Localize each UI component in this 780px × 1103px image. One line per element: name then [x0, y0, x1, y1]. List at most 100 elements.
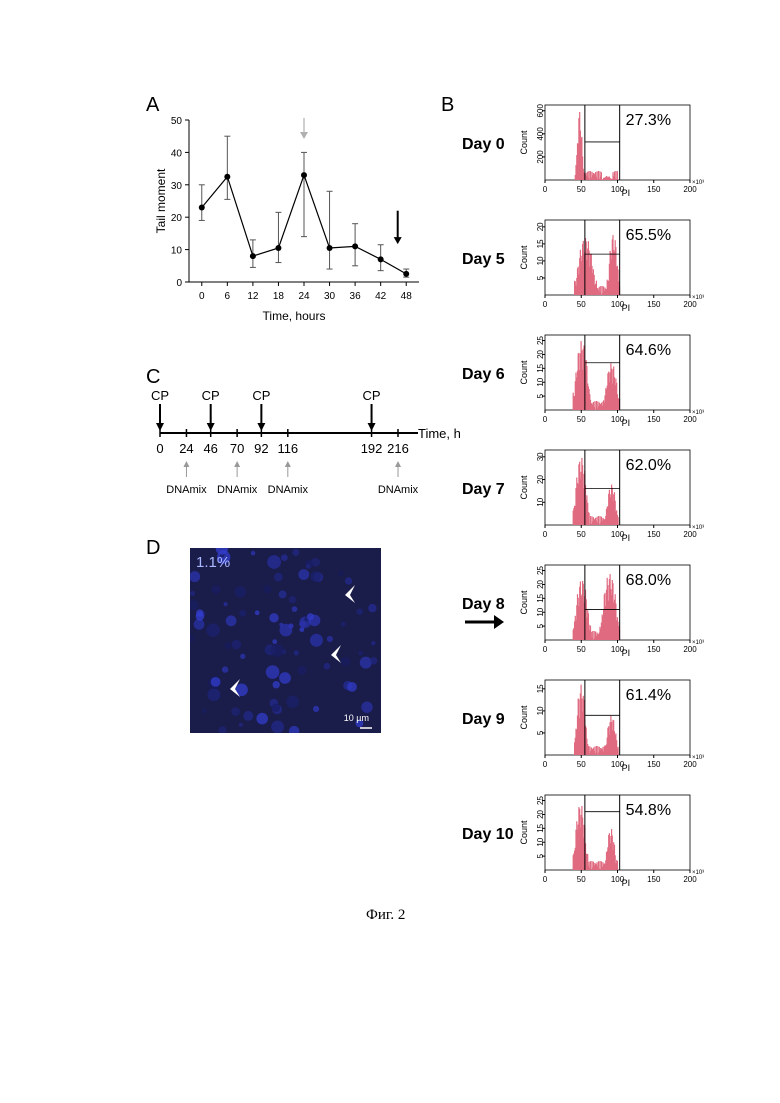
data-point	[352, 243, 358, 249]
histogram-bar	[590, 861, 591, 870]
y-tick-label: 10	[536, 256, 545, 265]
x-tick-label: 150	[647, 645, 661, 654]
timeline-tick-label: 116	[277, 441, 298, 456]
scale-bar-label: 10 µm	[344, 713, 369, 723]
cell-nucleus	[190, 591, 195, 596]
x-tick-label: 50	[577, 875, 586, 884]
x-axis-title: PI	[622, 763, 631, 773]
histogram-bar	[589, 171, 590, 180]
arrowhead-icon	[331, 645, 341, 663]
x-tick-label: 50	[577, 300, 586, 309]
gate-percent: 68.0%	[626, 572, 671, 589]
histogram-bar	[594, 401, 595, 410]
cell-nucleus	[300, 627, 305, 632]
data-point	[301, 172, 307, 178]
highlight-arrow-icon	[465, 612, 505, 632]
cell-nucleus	[256, 713, 268, 725]
y-axis-title: Count	[519, 130, 529, 155]
data-point	[224, 174, 230, 180]
x-tick-label: 50	[577, 185, 586, 194]
cell-nucleus	[361, 702, 372, 713]
cell-nucleus	[267, 555, 281, 569]
cp-label: CP	[151, 388, 169, 403]
cp-label: CP	[202, 388, 220, 403]
timeline-tick-label: 70	[230, 441, 244, 456]
cell-nucleus	[240, 654, 245, 659]
y-tick-label: 15	[536, 823, 545, 832]
cell-nucleus	[235, 586, 246, 597]
x-tick-label: 0	[543, 415, 548, 424]
x-tick-label: 150	[647, 185, 661, 194]
y-tick-label: 30	[536, 452, 545, 461]
cell-nucleus	[281, 554, 288, 561]
x-axis-unit: ×10³	[692, 755, 704, 761]
y-tick-label: 20	[536, 579, 545, 588]
cell-nucleus	[190, 600, 199, 610]
y-tick-label: 10	[536, 837, 545, 846]
cp-label: CP	[252, 388, 270, 403]
y-tick-label: 15	[536, 593, 545, 602]
x-tick-label: 200	[683, 875, 697, 884]
cell-nucleus	[368, 604, 376, 612]
cell-nucleus	[272, 704, 280, 712]
cell-nucleus	[345, 577, 352, 584]
x-tick-label: 12	[247, 291, 259, 302]
pi-histogram: 27.3%200400600Count050100150200PI×10³	[440, 100, 730, 210]
histogram-bar	[601, 172, 602, 180]
x-axis-title: Time, hours	[263, 309, 326, 323]
pi-histogram: 61.4%51015Count050100150200PI×10³	[440, 675, 730, 785]
cell-nucleus	[251, 551, 256, 556]
histogram-bar	[592, 631, 593, 640]
x-axis-title: PI	[622, 533, 631, 543]
x-tick-label: 150	[647, 300, 661, 309]
y-tick-label: 40	[171, 148, 183, 159]
x-tick-label: 150	[647, 760, 661, 769]
x-tick-label: 50	[577, 645, 586, 654]
x-tick-label: 50	[577, 530, 586, 539]
cell-nucleus	[239, 723, 243, 727]
x-tick-label: 0	[543, 645, 548, 654]
y-tick-label: 600	[536, 104, 545, 118]
histogram-bar	[600, 286, 601, 295]
histogram-bar	[618, 747, 619, 755]
cell-nucleus	[310, 634, 323, 647]
y-tick-label: 25	[536, 336, 545, 345]
gate-percent: 62.0%	[626, 457, 671, 474]
cell-nucleus	[190, 571, 200, 582]
cell-nucleus	[226, 615, 237, 626]
cell-nucleus	[360, 657, 372, 669]
pi-histogram: 65.5%5101520Count050100150200PI×10³	[440, 215, 730, 325]
x-tick-label: 0	[543, 300, 548, 309]
cell-nucleus	[274, 573, 283, 582]
histogram-bar	[589, 513, 590, 525]
histogram-bar	[617, 861, 618, 870]
cell-nucleus	[202, 709, 207, 714]
y-tick-label: 15	[536, 239, 545, 248]
x-tick-label: 200	[683, 415, 697, 424]
y-tick-label: 20	[536, 349, 545, 358]
x-tick-label: 0	[543, 530, 548, 539]
cell-nucleus	[271, 721, 284, 734]
pi-histogram: 62.0%102030Count050100150200PI×10³	[440, 445, 730, 555]
x-tick-label: 24	[298, 291, 310, 302]
cell-nucleus	[269, 613, 278, 622]
arrow-head-icon	[300, 132, 308, 139]
x-tick-label: 6	[225, 291, 231, 302]
cell-nucleus	[280, 624, 293, 637]
y-tick-label: 10	[536, 497, 545, 506]
x-tick-label: 42	[375, 291, 387, 302]
x-axis-title: PI	[622, 878, 631, 888]
x-axis-title: PI	[622, 188, 631, 198]
cell-nucleus	[327, 636, 333, 642]
y-axis-title: Count	[519, 475, 529, 500]
treatment-timeline: Time, h024467092116192216CPCPCPCPDNAmixD…	[145, 380, 475, 500]
histogram-bar	[617, 171, 618, 180]
x-tick-label: 30	[324, 291, 336, 302]
cell-nucleus	[358, 651, 363, 656]
cell-nucleus	[218, 726, 226, 733]
x-tick-label: 50	[577, 415, 586, 424]
data-point	[378, 256, 384, 262]
dna-label: DNAmix	[166, 484, 207, 496]
cell-nucleus	[310, 571, 321, 582]
y-tick-label: 5	[536, 275, 545, 280]
